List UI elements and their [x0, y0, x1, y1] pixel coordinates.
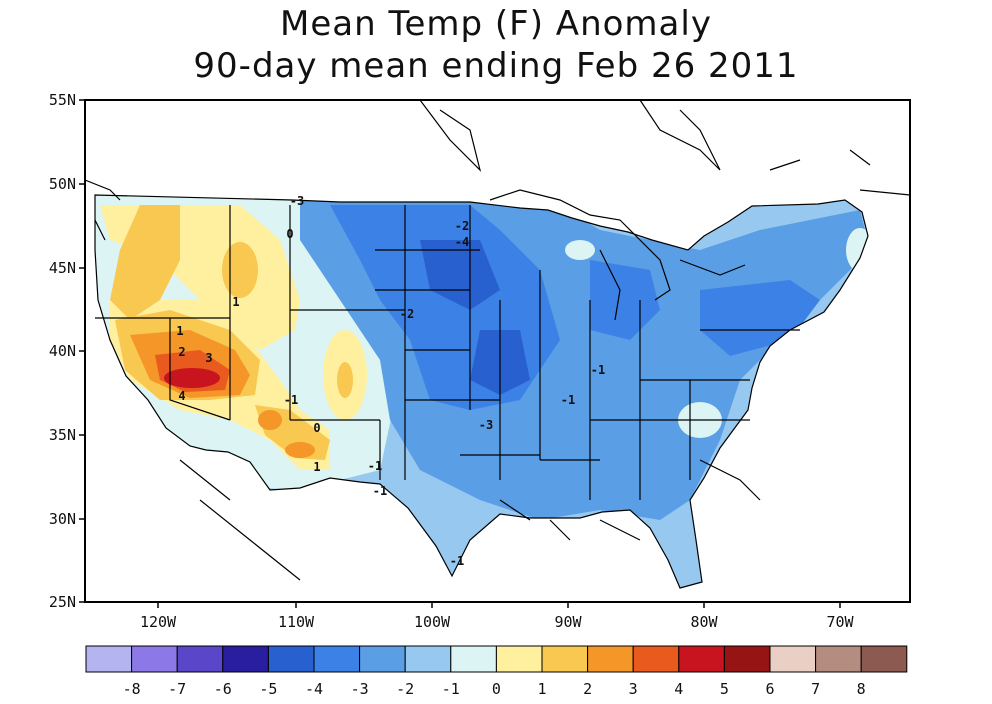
legend-label: -8: [123, 680, 141, 698]
legend-swatch: [632, 645, 680, 673]
contour-label: -4: [455, 235, 469, 249]
lat-labels: 55N 50N 45N 40N 35N 30N 25N: [49, 91, 76, 611]
lat-label: 40N: [49, 342, 76, 360]
legend-swatch: [267, 645, 315, 673]
legend-swatch: [723, 645, 771, 673]
lat-label: 30N: [49, 510, 76, 528]
lon-label: 100W: [414, 613, 451, 631]
legend-swatch: [222, 645, 269, 673]
legend-swatch: [495, 645, 543, 673]
lat-label: 35N: [49, 426, 76, 444]
contour-label: -1: [284, 393, 298, 407]
lat-label: 55N: [49, 91, 76, 109]
lat-label: 50N: [49, 175, 76, 193]
map-subtitle: 90-day mean ending Feb 26 2011: [193, 46, 799, 86]
legend-label: 0: [492, 680, 501, 698]
lon-label: 70W: [826, 613, 854, 631]
legend-label: -1: [442, 680, 460, 698]
contour-label: -2: [400, 307, 414, 321]
legend-swatch: [359, 645, 406, 673]
legend-label: 3: [629, 680, 638, 698]
contour-label: -1: [450, 554, 464, 568]
contour-label: -3: [479, 418, 493, 432]
lon-label: 110W: [278, 613, 315, 631]
map-title: Mean Temp (F) Anomaly: [280, 4, 712, 44]
legend-swatch: [450, 645, 497, 673]
contour-label: -2: [455, 219, 469, 233]
legend-label: 2: [583, 680, 592, 698]
legend-swatch: [815, 645, 862, 673]
lat-ticks: [79, 99, 85, 603]
contour-label: 2: [178, 345, 185, 359]
legend-swatch: [678, 645, 725, 673]
legend-swatch: [131, 645, 178, 673]
lon-ticks: [157, 602, 841, 608]
legend-labels: -8 -7 -6 -5 -4 -3 -2 -1 0 1 2 3 4 5 6 7 8: [123, 680, 866, 698]
legend-label: 4: [674, 680, 683, 698]
legend-label: -7: [168, 680, 186, 698]
legend-label: -5: [259, 680, 277, 698]
contour-labels: -3 -2 -4 -2 -1 1 0 1 2 3 4 -1 0 1 -1 -3 …: [176, 194, 605, 568]
legend-label: -3: [351, 680, 369, 698]
contour-label: 0: [313, 421, 320, 435]
lon-label: 120W: [140, 613, 177, 631]
boundaries: [85, 100, 910, 589]
legend-swatch: [541, 645, 589, 673]
contour-label: -1: [368, 459, 382, 473]
legend-label: 1: [537, 680, 546, 698]
lon-labels: 120W 110W 100W 90W 80W 70W: [140, 613, 855, 631]
lon-label: 90W: [554, 613, 582, 631]
legend-swatch: [313, 645, 361, 673]
legend-label: 8: [857, 680, 866, 698]
contour-label: 1: [232, 295, 239, 309]
legend-label: 5: [720, 680, 729, 698]
legend-swatch: [587, 645, 634, 673]
legend-label: -2: [396, 680, 414, 698]
contour-label: -1: [373, 484, 387, 498]
contour-label: 1: [313, 460, 320, 474]
lat-label: 25N: [49, 593, 76, 611]
contour-label: 1: [176, 324, 183, 338]
lon-label: 80W: [690, 613, 718, 631]
contour-label: 3: [205, 351, 212, 365]
contour-label: -1: [561, 393, 575, 407]
legend-swatch: [404, 645, 452, 673]
lat-label: 45N: [49, 259, 76, 277]
contour-label: 0: [286, 227, 293, 241]
contour-label: -3: [290, 194, 304, 208]
legend-swatch: [769, 645, 817, 673]
contour-label: 4: [178, 389, 185, 403]
legend-label: -4: [305, 680, 323, 698]
legend-swatch: [85, 645, 133, 673]
legend-label: -6: [214, 680, 232, 698]
legend-swatch: [860, 645, 908, 673]
legend-label: 6: [765, 680, 774, 698]
legend-label: 7: [811, 680, 820, 698]
legend-colorbar: [85, 645, 908, 673]
legend-swatch: [176, 645, 224, 673]
contour-label: -1: [591, 363, 605, 377]
